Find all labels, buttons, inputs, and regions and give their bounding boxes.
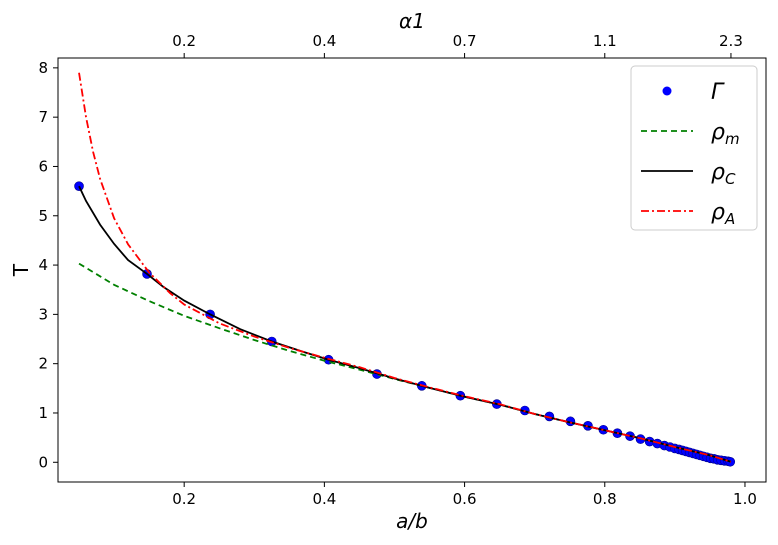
y-tick-label: 3 <box>38 305 48 323</box>
legend-subscript: m <box>725 130 740 148</box>
top-tick-label: 2.3 <box>719 32 743 50</box>
series-line <box>78 72 732 463</box>
y-tick-label: 8 <box>38 59 48 77</box>
legend-subscript: A <box>724 210 735 228</box>
top-tick-label: 0.2 <box>172 32 196 50</box>
legend-symbol: Γ <box>711 80 725 105</box>
legend-symbol: ρ <box>711 160 725 185</box>
top-tick-label: 0.7 <box>453 32 477 50</box>
axis-layer: 0.2 0.4 0.6 0.8 1.0 0 1 2 3 4 5 6 7 8 0.2 0.4 0.7 1.1 2.3 <box>38 32 756 508</box>
legend-marker <box>662 86 672 96</box>
legend-frame <box>630 65 758 231</box>
legend-label: ρm <box>711 120 740 148</box>
legend-label: ρA <box>711 200 735 228</box>
y-tick-label: 5 <box>38 207 48 225</box>
y-tick-label: 4 <box>38 256 48 274</box>
legend-label: ρC <box>711 160 736 188</box>
legend-label: Γ <box>711 80 725 105</box>
legend-subscript: C <box>725 170 736 188</box>
top-tick-label: 1.1 <box>593 32 617 50</box>
y-tick-label: 6 <box>38 157 48 175</box>
legend-symbol: ρ <box>711 200 725 225</box>
data-point <box>74 181 84 191</box>
top-axis-title: α1 <box>399 9 425 33</box>
top-tick-label: 0.4 <box>312 32 336 50</box>
y-tick-label: 1 <box>38 404 48 422</box>
y-tick-label: 2 <box>38 355 48 373</box>
y-axis-title: T <box>9 263 33 277</box>
x-tick-label: 0.2 <box>172 490 196 508</box>
x-axis-title: a/b <box>396 509 428 533</box>
legend-symbol: ρ <box>711 120 725 145</box>
series-layer <box>74 72 736 467</box>
y-tick-label: 0 <box>38 453 48 471</box>
x-tick-label: 0.6 <box>453 490 477 508</box>
x-tick-label: 0.4 <box>312 490 336 508</box>
y-tick-label: 7 <box>38 108 48 126</box>
x-tick-label: 0.8 <box>593 490 617 508</box>
x-tick-label: 1.0 <box>733 490 757 508</box>
